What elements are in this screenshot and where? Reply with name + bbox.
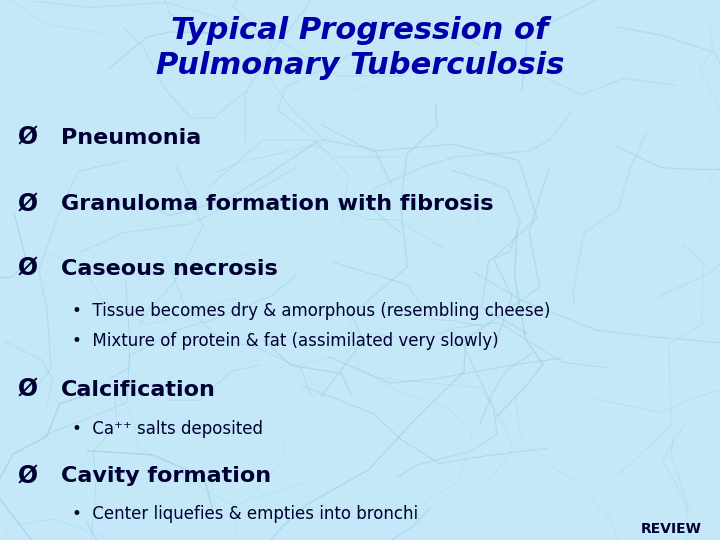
Text: Caseous necrosis: Caseous necrosis xyxy=(61,259,278,279)
Text: Ø: Ø xyxy=(18,126,38,150)
Text: Calcification: Calcification xyxy=(61,380,216,400)
Text: REVIEW: REVIEW xyxy=(641,522,702,536)
Text: Ø: Ø xyxy=(18,378,38,402)
Text: Typical Progression of
Pulmonary Tuberculosis: Typical Progression of Pulmonary Tubercu… xyxy=(156,16,564,80)
Text: Ø: Ø xyxy=(18,192,38,216)
Text: Granuloma formation with fibrosis: Granuloma formation with fibrosis xyxy=(61,194,494,214)
Text: Ø: Ø xyxy=(18,257,38,281)
Text: •  Tissue becomes dry & amorphous (resembling cheese): • Tissue becomes dry & amorphous (resemb… xyxy=(72,301,550,320)
Text: •  Center liquefies & empties into bronchi: • Center liquefies & empties into bronch… xyxy=(72,505,418,523)
Text: Ø: Ø xyxy=(18,464,38,488)
Text: Cavity formation: Cavity formation xyxy=(61,466,271,487)
Text: •  Ca⁺⁺ salts deposited: • Ca⁺⁺ salts deposited xyxy=(72,420,263,438)
Text: Pneumonia: Pneumonia xyxy=(61,127,202,148)
Text: •  Mixture of protein & fat (assimilated very slowly): • Mixture of protein & fat (assimilated … xyxy=(72,332,499,350)
